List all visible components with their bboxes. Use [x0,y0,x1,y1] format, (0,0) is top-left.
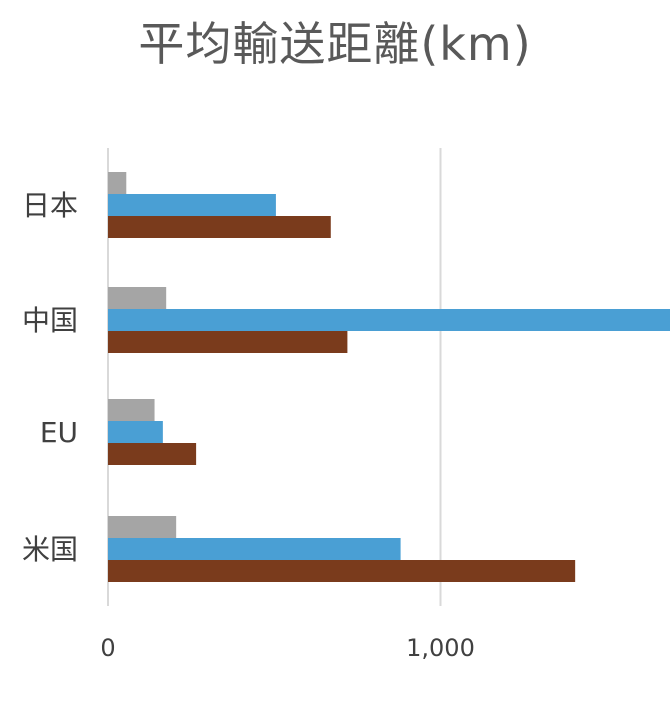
bar-series2-0 [108,194,276,216]
bar-series3-1 [108,331,348,353]
bar-series1-0 [108,172,127,194]
bar-series3-0 [108,216,331,238]
bar-series2-3 [108,538,401,560]
category-label: EU [40,416,78,449]
x-tick-label: 1,000 [406,634,475,662]
bar-series1-3 [108,516,177,538]
bar-series3-2 [108,443,197,465]
bar-series1-2 [108,399,155,421]
bar-series2-1 [108,309,670,331]
bar-series2-2 [108,421,163,443]
x-tick-label: 0 [100,634,115,662]
category-label: 日本 [22,189,78,222]
chart-title: 平均輸送距離(km) [138,17,532,71]
category-label: 中国 [22,304,78,337]
bar-series1-1 [108,287,167,309]
bar-series3-3 [108,560,576,582]
category-label: 米国 [22,533,78,566]
